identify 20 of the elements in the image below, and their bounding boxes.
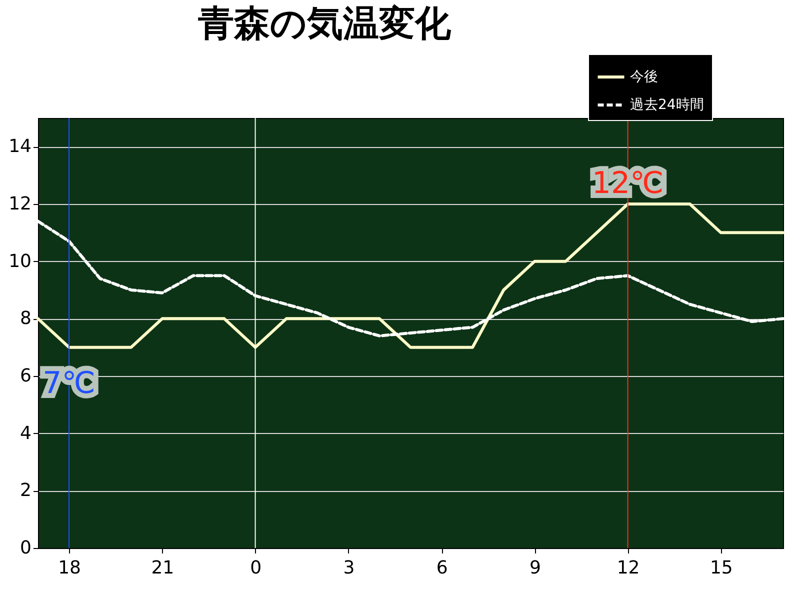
x-tick-label: 21 bbox=[151, 558, 174, 578]
line-series bbox=[36, 202, 784, 349]
legend-label: 過去24時間 bbox=[630, 97, 704, 113]
y-tick-label: 6 bbox=[20, 366, 32, 386]
x-tick-label: 18 bbox=[58, 558, 81, 578]
x-tick-label: 6 bbox=[436, 558, 448, 578]
x-tick-label: 12 bbox=[616, 558, 640, 578]
legend-label: 今後 bbox=[630, 69, 658, 85]
chart-title: 青森の気温変化 bbox=[197, 4, 452, 44]
x-tick-label: 9 bbox=[529, 558, 541, 578]
y-tick-label: 0 bbox=[20, 538, 32, 558]
y-tick-label: 8 bbox=[20, 308, 32, 330]
y-tick-label: 12 bbox=[8, 194, 32, 214]
y-tick-label: 10 bbox=[8, 250, 32, 272]
x-tick-label: 3 bbox=[343, 558, 355, 578]
y-tick-label: 4 bbox=[20, 422, 32, 444]
y-tick-label: 2 bbox=[20, 480, 32, 502]
x-tick-label: 0 bbox=[250, 558, 262, 578]
y-tick-label: 14 bbox=[8, 136, 32, 158]
x-tick-label: 15 bbox=[710, 558, 733, 578]
